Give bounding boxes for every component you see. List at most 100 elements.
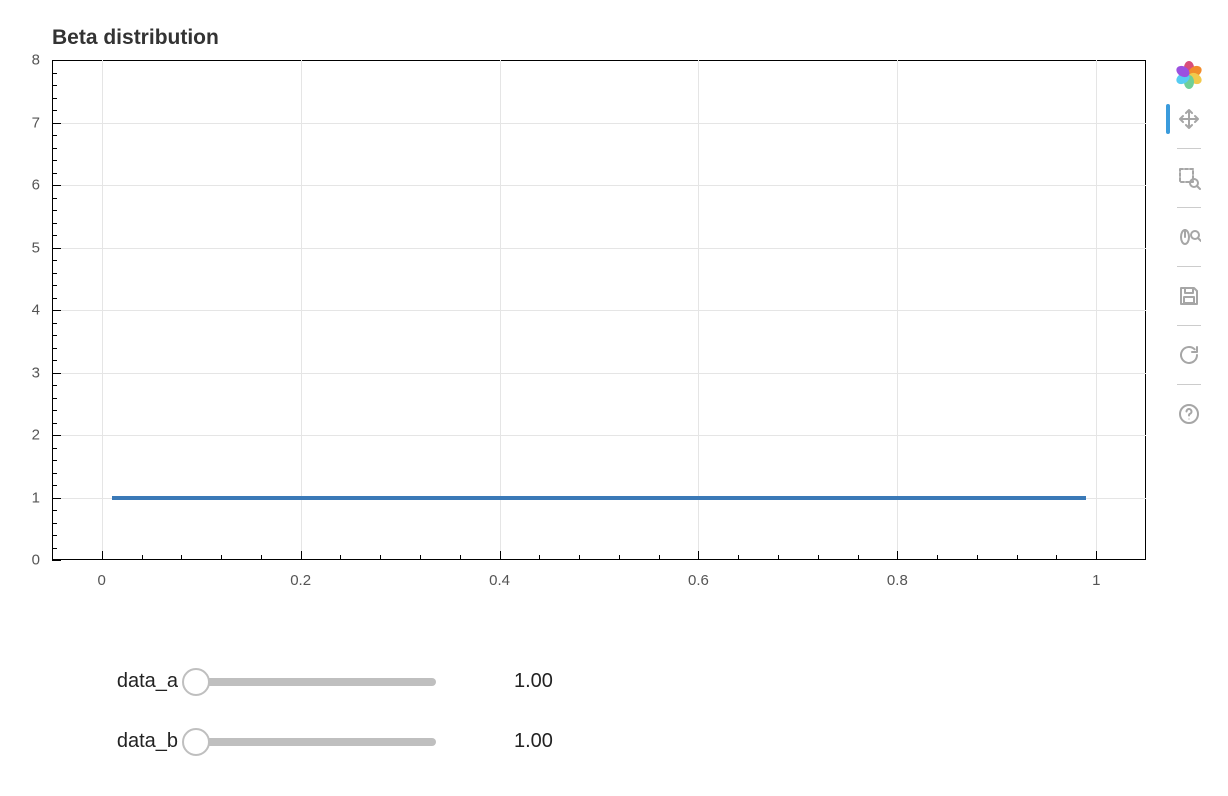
y-major-tick [52,185,61,186]
gridline-horizontal [52,123,1146,124]
x-minor-tick [181,555,182,560]
y-minor-tick [52,298,57,299]
x-major-tick [698,551,699,560]
x-minor-tick [420,555,421,560]
y-tick-label: 4 [32,302,40,319]
y-minor-tick [52,335,57,336]
y-tick-label: 6 [32,177,40,194]
y-tick-label: 1 [32,489,40,506]
x-major-tick [897,551,898,560]
x-tick-label: 0 [98,572,106,589]
y-tick-label: 8 [32,52,40,69]
x-minor-tick [1056,555,1057,560]
active-tool-indicator [1166,104,1170,134]
y-major-tick [52,435,61,436]
y-minor-tick [52,485,57,486]
y-tick-label: 2 [32,427,40,444]
x-major-tick [500,551,501,560]
y-minor-tick [52,148,57,149]
y-major-tick [52,498,61,499]
y-minor-tick [52,73,57,74]
slider-value-data_a: 1.00 [514,670,553,693]
x-tick-label: 0.8 [887,572,908,589]
x-minor-tick [818,555,819,560]
chart-toolbar [1174,60,1204,429]
y-minor-tick [52,398,57,399]
y-minor-tick [52,198,57,199]
chart-title: Beta distribution [52,26,219,50]
y-minor-tick [52,510,57,511]
x-tick-label: 0.4 [489,572,510,589]
reset-tool-button[interactable] [1174,340,1204,370]
gridline-horizontal [52,248,1146,249]
slider-track-data_b[interactable] [196,738,436,746]
y-minor-tick [52,110,57,111]
y-minor-tick [52,223,57,224]
x-minor-tick [460,555,461,560]
toolbar-separator [1177,325,1201,326]
y-tick-label: 0 [32,552,40,569]
x-minor-tick [340,555,341,560]
y-tick-label: 5 [32,239,40,256]
x-minor-tick [579,555,580,560]
y-minor-tick [52,385,57,386]
y-minor-tick [52,173,57,174]
y-major-tick [52,310,61,311]
y-major-tick [52,560,61,561]
slider-thumb-data_a[interactable] [182,668,210,696]
y-minor-tick [52,323,57,324]
y-minor-tick [52,548,57,549]
y-tick-label: 3 [32,364,40,381]
toolbar-separator [1177,266,1201,267]
slider-track-data_a[interactable] [196,678,436,686]
y-minor-tick [52,160,57,161]
bokeh-logo-icon[interactable] [1174,60,1204,90]
x-minor-tick [1017,555,1018,560]
box-zoom-tool-button[interactable] [1174,163,1204,193]
y-minor-tick [52,410,57,411]
x-minor-tick [539,555,540,560]
x-tick-label: 0.2 [290,572,311,589]
y-major-tick [52,123,61,124]
x-minor-tick [261,555,262,560]
gridline-horizontal [52,310,1146,311]
slider-thumb-data_b[interactable] [182,728,210,756]
x-minor-tick [380,555,381,560]
x-minor-tick [858,555,859,560]
y-minor-tick [52,360,57,361]
x-minor-tick [221,555,222,560]
toolbar-separator [1177,384,1201,385]
y-minor-tick [52,535,57,536]
y-minor-tick [52,85,57,86]
y-minor-tick [52,348,57,349]
x-major-tick [1096,551,1097,560]
y-minor-tick [52,273,57,274]
slider-row-data_b: data_b1.00 [88,730,553,753]
y-minor-tick [52,523,57,524]
toolbar-separator [1177,207,1201,208]
pan-tool-button[interactable] [1174,104,1204,134]
help-tool-button[interactable] [1174,399,1204,429]
save-tool-button[interactable] [1174,281,1204,311]
y-minor-tick [52,285,57,286]
y-minor-tick [52,473,57,474]
gridline-horizontal [52,185,1146,186]
series-line [112,496,1087,500]
slider-row-data_a: data_a1.00 [88,670,553,693]
wheel-zoom-tool-button[interactable] [1174,222,1204,252]
y-major-tick [52,60,61,61]
x-tick-label: 0.6 [688,572,709,589]
y-major-tick [52,373,61,374]
gridline-horizontal [52,435,1146,436]
y-minor-tick [52,98,57,99]
toolbar-separator [1177,148,1201,149]
x-major-tick [102,551,103,560]
y-minor-tick [52,448,57,449]
x-minor-tick [619,555,620,560]
y-minor-tick [52,460,57,461]
x-major-tick [301,551,302,560]
gridline-horizontal [52,373,1146,374]
x-minor-tick [778,555,779,560]
y-minor-tick [52,260,57,261]
x-minor-tick [977,555,978,560]
